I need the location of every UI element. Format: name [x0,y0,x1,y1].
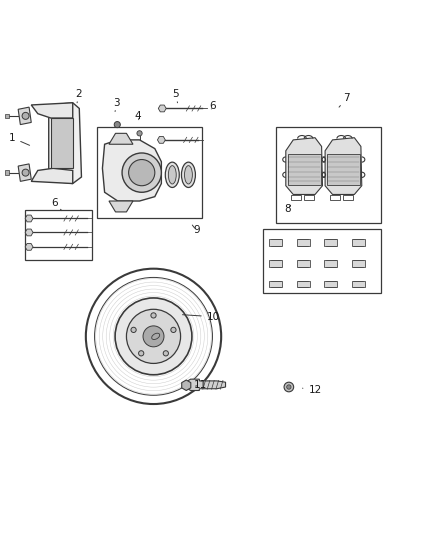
Polygon shape [25,229,33,236]
Ellipse shape [127,309,180,364]
Bar [25,210,92,260]
Polygon shape [325,138,362,195]
Ellipse shape [151,313,156,318]
Circle shape [129,159,155,185]
Circle shape [122,153,161,192]
Ellipse shape [138,351,144,356]
Bar [304,195,314,200]
Ellipse shape [165,162,179,188]
Bar [352,281,365,287]
Circle shape [114,122,120,128]
Circle shape [287,385,291,389]
Ellipse shape [163,351,169,356]
Text: 10: 10 [183,312,220,322]
Bar [352,261,365,266]
Polygon shape [109,133,133,144]
Bar [324,261,337,266]
Bar [291,195,300,200]
Text: 5: 5 [172,89,179,103]
Text: 1: 1 [9,133,30,146]
Polygon shape [288,154,321,185]
Bar [297,239,310,246]
Polygon shape [158,105,166,112]
Text: 12: 12 [303,385,321,394]
Ellipse shape [168,166,176,184]
Ellipse shape [171,327,176,333]
Text: 11: 11 [194,380,207,390]
Ellipse shape [181,162,195,188]
Polygon shape [25,244,33,251]
Bar [297,281,310,287]
Text: 2: 2 [75,89,82,103]
Bar [97,127,201,219]
Text: 6: 6 [51,198,62,211]
Bar [330,195,340,200]
Bar [269,261,283,266]
Text: 9: 9 [192,225,200,235]
Circle shape [22,169,29,176]
Bar [324,239,337,246]
Polygon shape [49,103,81,183]
Ellipse shape [131,327,136,333]
Bar [343,195,353,200]
Polygon shape [31,168,73,183]
Bar [269,281,283,287]
Circle shape [137,131,142,136]
Circle shape [22,112,29,119]
Ellipse shape [115,298,192,375]
Bar [5,114,10,118]
Polygon shape [102,140,161,201]
Polygon shape [31,103,73,118]
Polygon shape [327,154,360,185]
Polygon shape [25,215,33,222]
Bar [352,239,365,246]
Bar [269,239,283,246]
Bar [324,281,337,287]
Polygon shape [18,164,31,181]
Text: 7: 7 [339,93,350,107]
Bar [263,229,381,293]
Bar [276,127,381,223]
Text: 4: 4 [135,111,141,121]
Polygon shape [157,136,165,143]
Polygon shape [182,380,191,391]
Text: 3: 3 [113,98,120,111]
Text: 6: 6 [209,101,216,111]
Polygon shape [286,138,322,195]
Bar [51,118,73,168]
Polygon shape [186,379,226,391]
Circle shape [284,382,293,392]
Ellipse shape [184,166,192,184]
Polygon shape [18,107,31,125]
Polygon shape [109,201,133,212]
Bar [297,261,310,266]
Text: 8: 8 [284,204,291,214]
Ellipse shape [143,326,164,347]
Bar [5,171,10,175]
